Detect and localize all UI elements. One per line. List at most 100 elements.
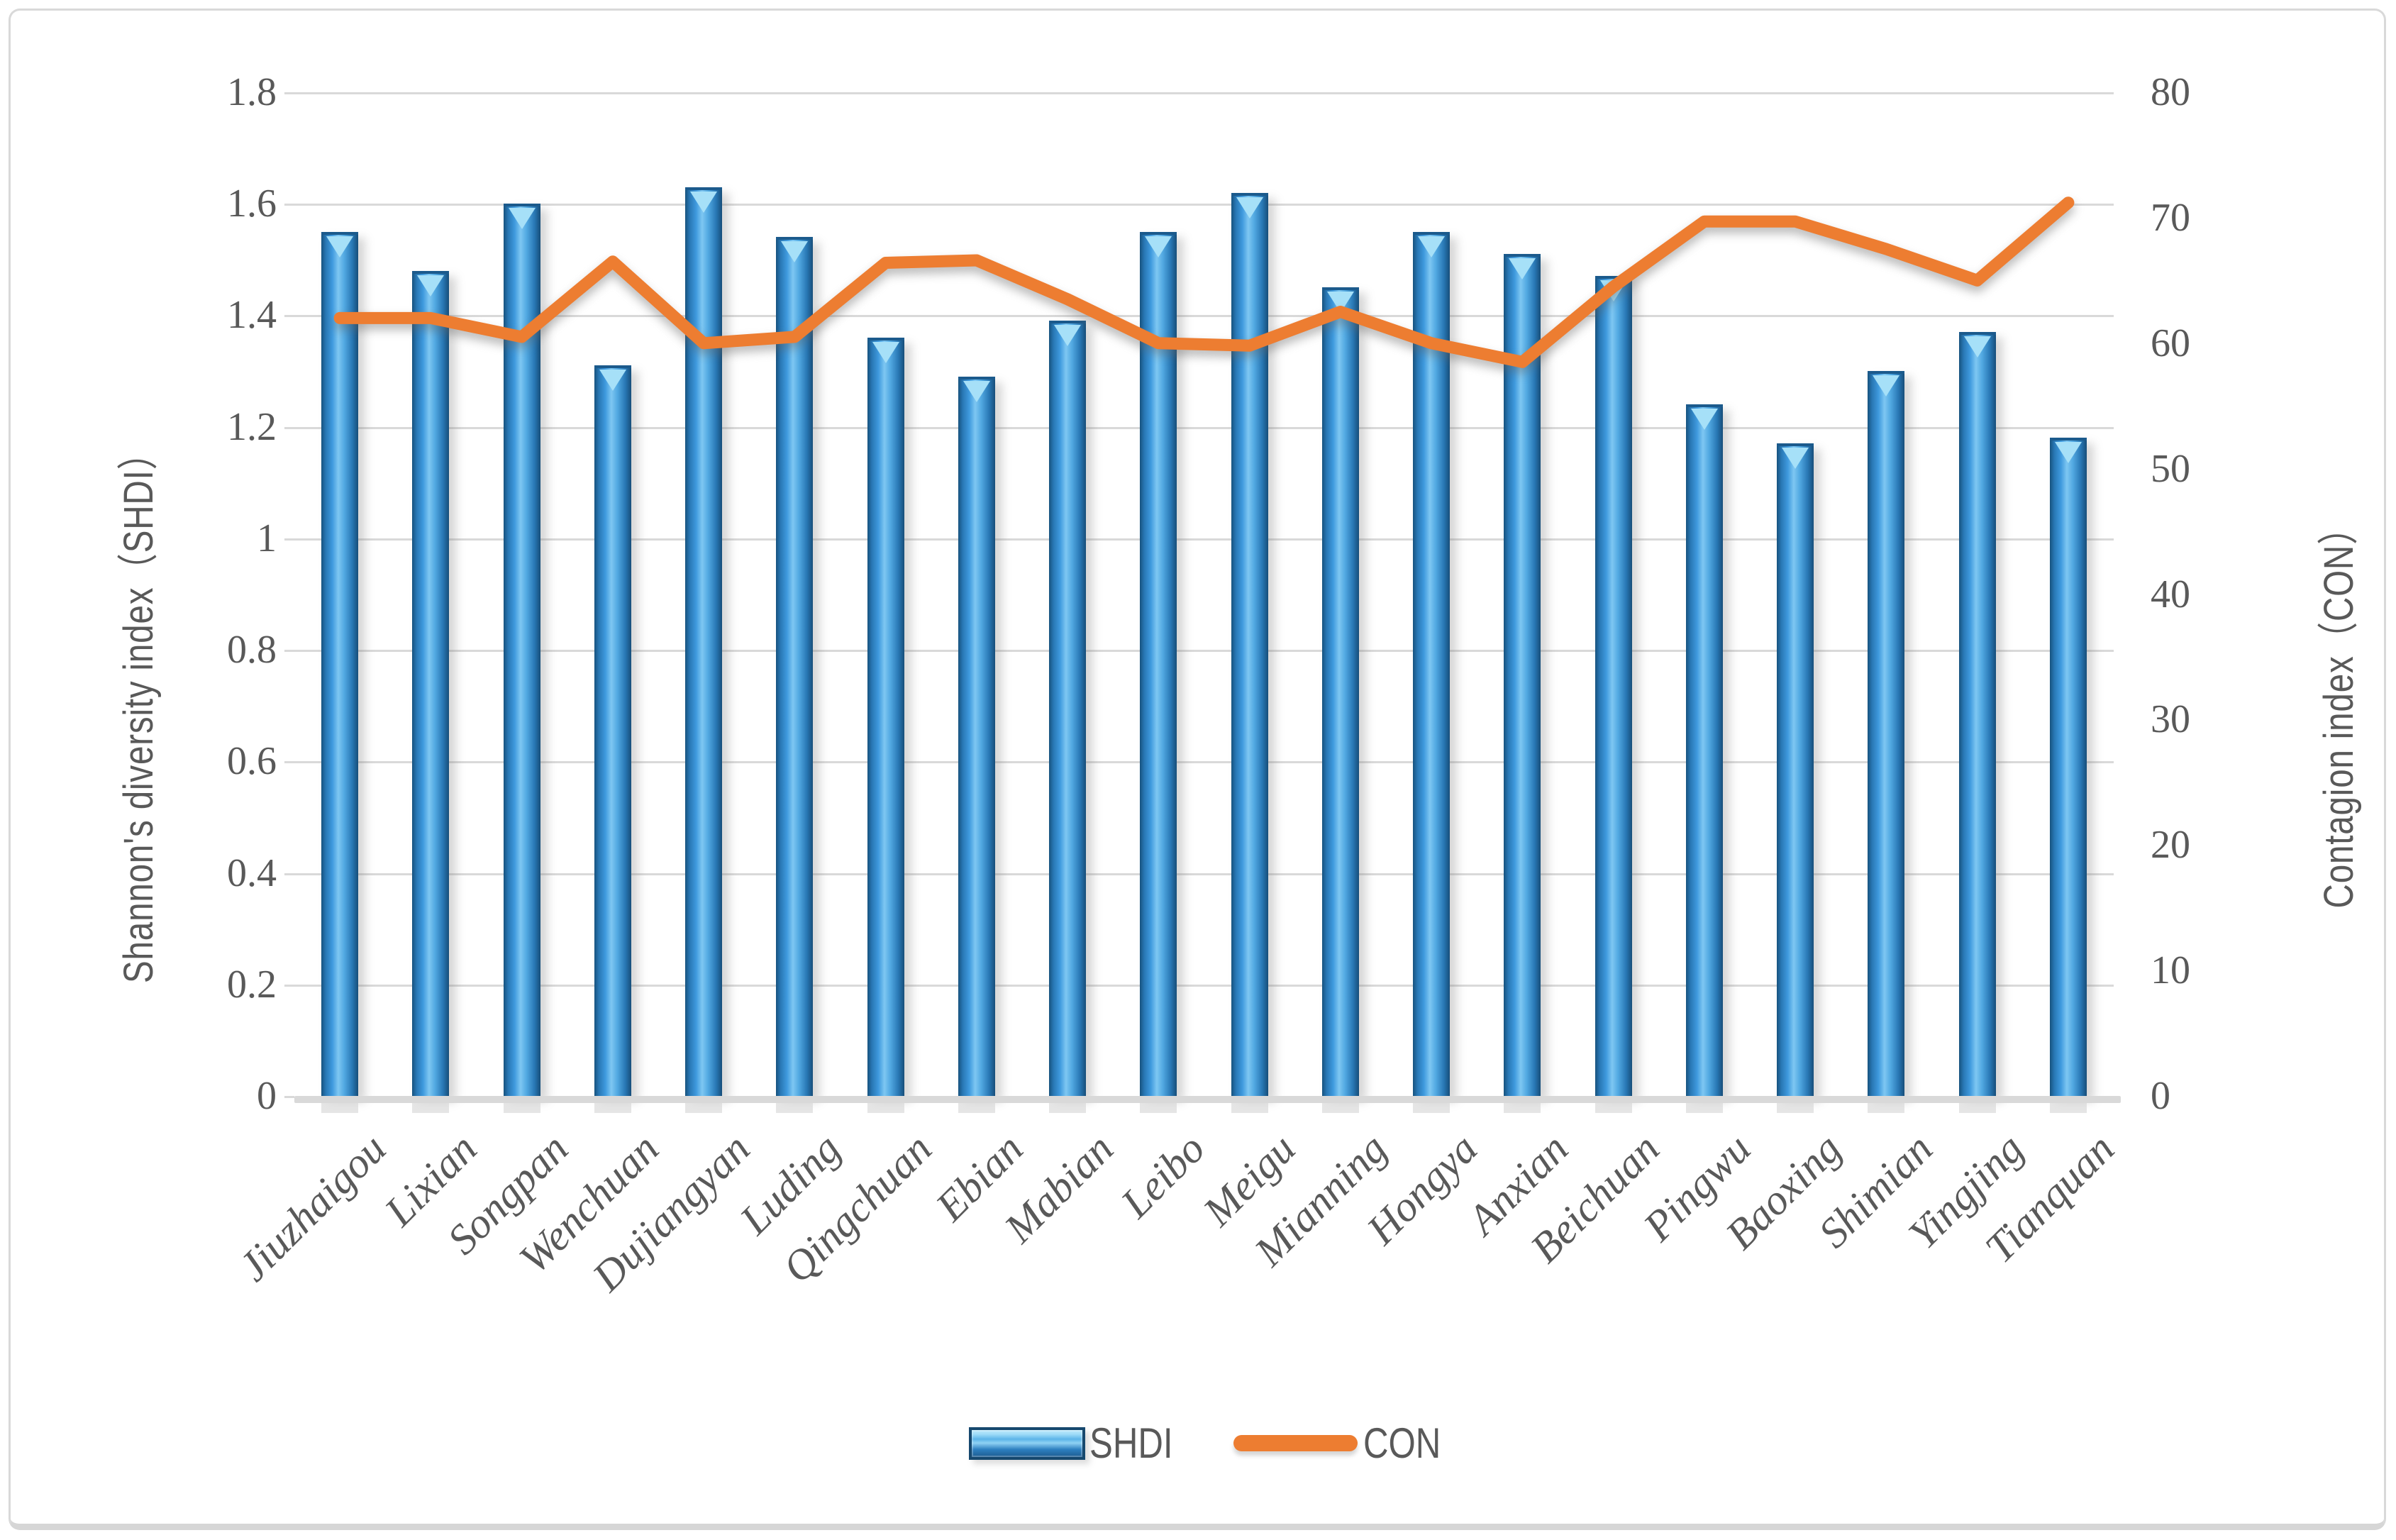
shdi-bar-yingjing	[1958, 332, 1996, 1113]
right-axis-tick-label: 20	[2151, 823, 2190, 868]
bar-top-cap	[417, 275, 445, 297]
left-axis-tick	[284, 426, 294, 429]
shdi-bar-songpan	[503, 204, 540, 1113]
right-axis-tick-label: 0	[2151, 1074, 2170, 1118]
gridline	[294, 92, 2114, 94]
bar-top-cap	[1963, 336, 1991, 358]
gridline	[294, 315, 2114, 318]
left-axis-tick-label: 1.2	[227, 404, 277, 449]
shdi-bar-tianquan	[2049, 438, 2087, 1113]
right-axis-title: Contagion index（CON）	[2316, 510, 2362, 909]
con-line-series	[333, 196, 2075, 368]
left-axis-tick-label: 0.2	[227, 962, 277, 1007]
bar-top-cap	[781, 241, 809, 263]
bar-base-reflection	[685, 1102, 723, 1113]
bar-base-reflection	[1868, 1102, 1905, 1113]
bar-base-reflection	[958, 1102, 995, 1113]
bar-top-cap	[508, 208, 536, 230]
right-axis-tick-label: 30	[2151, 697, 2190, 742]
shdi-bar-ebian	[958, 376, 995, 1113]
bar-base-reflection	[1594, 1102, 1632, 1113]
right-axis-tick-label: 40	[2151, 572, 2190, 616]
bar-base-reflection	[1777, 1103, 1814, 1113]
left-axis-tick-label: 1	[257, 516, 277, 560]
shdi-bar-pingwu	[1685, 404, 1723, 1113]
bar-top-cap	[1690, 409, 1718, 431]
bar-base-reflection	[503, 1102, 540, 1113]
bar-base-reflection	[1049, 1102, 1087, 1113]
left-axis-tick-label: 0.8	[227, 628, 277, 672]
gridline	[294, 650, 2114, 653]
shdi-bar-mabian	[1049, 321, 1087, 1113]
right-axis-tick-label: 50	[2151, 446, 2190, 491]
shdi-bar-hongya	[1413, 231, 1451, 1113]
bar-top-cap	[2054, 442, 2082, 464]
left-axis-tick	[284, 204, 294, 206]
bar-base-reflection	[2049, 1102, 2087, 1113]
legend-con-line-swatch	[1233, 1435, 1358, 1451]
left-axis-tick	[284, 538, 294, 541]
left-axis-tick	[284, 761, 294, 764]
shdi-bar-luding	[776, 237, 814, 1113]
left-axis-tick-label: 1.6	[227, 182, 277, 226]
legend-shdi-label: SHDI	[1089, 1419, 1173, 1467]
con-polyline	[333, 196, 2075, 368]
gridline	[294, 984, 2114, 987]
bar-top-cap	[690, 191, 718, 213]
shdi-bar-mianning	[1321, 287, 1359, 1113]
left-axis-tick-label: 0.6	[227, 739, 277, 784]
bar-top-cap	[1873, 375, 1900, 397]
gridline	[294, 426, 2114, 429]
bar-top-cap	[1236, 196, 1263, 218]
left-axis-tick-label: 0	[257, 1074, 277, 1118]
left-axis-tick	[284, 873, 294, 875]
shdi-bar-anxian	[1504, 253, 1541, 1113]
bar-top-cap	[1509, 257, 1536, 279]
bar-top-cap	[1782, 448, 1809, 470]
bar-top-cap	[963, 380, 990, 402]
shdi-bar-jiuzhaigou	[321, 231, 359, 1113]
right-axis-tick-label: 10	[2151, 948, 2190, 993]
shdi-bar-lixian	[412, 270, 450, 1113]
left-axis-title: Shannon's diversity index（SHDI）	[116, 435, 162, 984]
left-axis-tick-label: 1.4	[227, 293, 277, 338]
left-axis-tick	[284, 984, 294, 987]
gridline	[294, 538, 2114, 541]
right-axis-tick-label: 70	[2151, 195, 2190, 240]
bar-base-reflection	[776, 1102, 814, 1113]
bar-top-cap	[599, 370, 626, 392]
left-axis-tick	[284, 315, 294, 318]
bar-top-cap	[1054, 325, 1082, 347]
bar-base-reflection	[1685, 1102, 1723, 1113]
bar-base-reflection	[321, 1102, 359, 1113]
legend-shdi-swatch	[969, 1427, 1085, 1460]
bar-top-cap	[872, 341, 899, 363]
bar-base-reflection	[1231, 1103, 1268, 1113]
bar-base-reflection	[1140, 1102, 1177, 1113]
bar-base-reflection	[412, 1102, 450, 1113]
figure-border	[9, 9, 2386, 1530]
bar-base-reflection	[594, 1102, 631, 1113]
left-axis-tick-label: 1.8	[227, 70, 277, 114]
bar-base-reflection	[1413, 1102, 1451, 1113]
shdi-bar-baoxing	[1777, 443, 1814, 1113]
shdi-bar-qingchuan	[867, 337, 904, 1113]
left-axis-tick-label: 0.4	[227, 851, 277, 895]
bar-base-reflection	[1321, 1102, 1359, 1113]
bar-base-reflection	[867, 1102, 904, 1113]
shdi-bar-wenchuan	[594, 365, 631, 1113]
right-axis-tick-label: 60	[2151, 321, 2190, 365]
x-axis-line	[294, 1096, 2121, 1103]
left-axis-tick	[284, 1096, 294, 1098]
legend-con-label: CON	[1363, 1419, 1441, 1467]
right-axis-tick-label: 80	[2151, 70, 2190, 114]
gridline	[294, 204, 2114, 206]
left-axis-tick	[284, 92, 294, 94]
shdi-bar-leibo	[1140, 231, 1177, 1113]
bar-base-reflection	[1958, 1102, 1996, 1113]
gridline	[294, 873, 2114, 875]
left-axis-tick	[284, 650, 294, 653]
shdi-bar-shimian	[1868, 371, 1905, 1113]
bar-top-cap	[1418, 236, 1446, 257]
